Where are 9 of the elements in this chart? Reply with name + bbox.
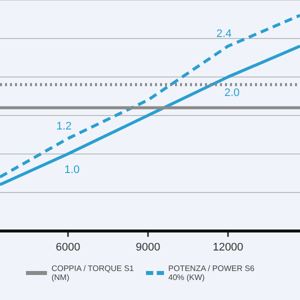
x-tick-label: 12000: [212, 241, 244, 254]
legend-label: POTENZA / POWER S6 40% (KW): [168, 264, 256, 282]
x-tick-label: 9000: [136, 241, 160, 254]
data-label: 1.2: [56, 120, 72, 132]
legend-label: COPPIA / TORQUE S1 (NM): [51, 264, 135, 282]
data-label: 2.4: [216, 28, 232, 40]
data-label: 2.0: [224, 86, 240, 99]
x-tick-label: 6000: [56, 241, 80, 254]
data-label: 1.0: [64, 164, 80, 176]
